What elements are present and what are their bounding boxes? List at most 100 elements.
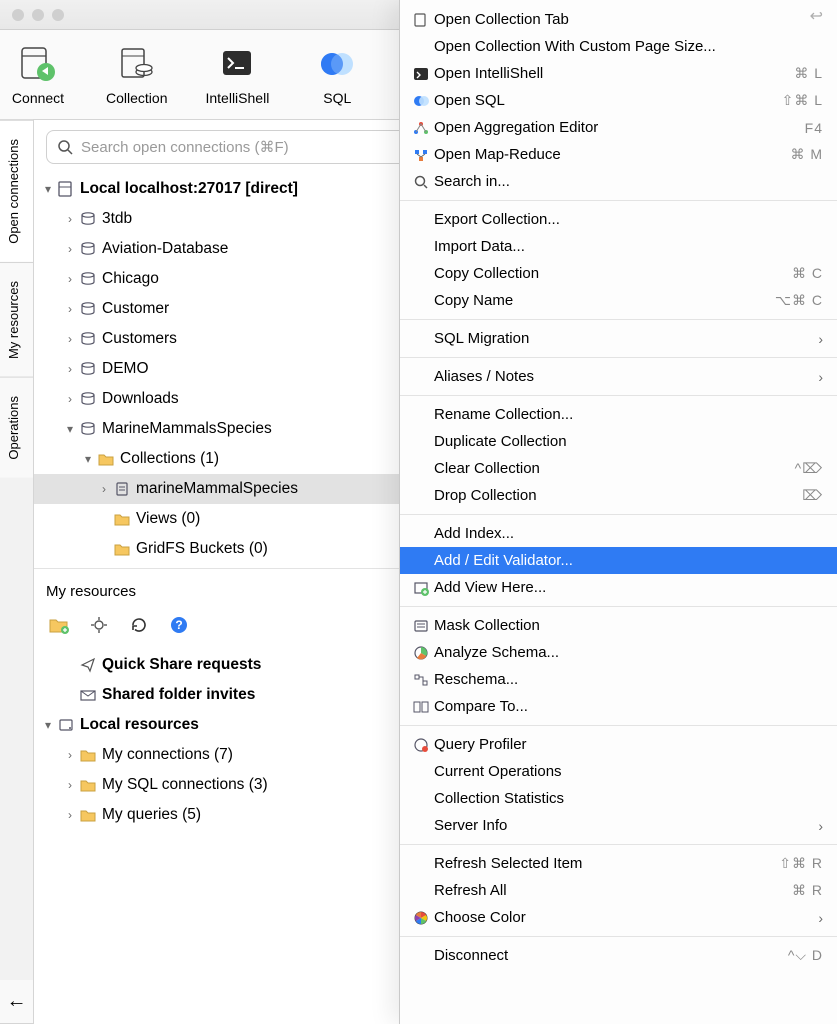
gridfs-label: GridFS Buckets (0) <box>136 540 268 558</box>
chevron-right-icon[interactable]: › <box>62 748 78 762</box>
collection-button[interactable]: Collection <box>106 44 167 106</box>
ctx-refresh-all[interactable]: Refresh All⌘ R <box>400 877 837 904</box>
ctx-disconnect[interactable]: Disconnect^⌵ D <box>400 942 837 969</box>
ctx-copy-collection[interactable]: Copy Collection⌘ C <box>400 260 837 287</box>
tree-db-label: Downloads <box>102 390 179 408</box>
ctx-add-index[interactable]: Add Index... <box>400 520 837 547</box>
intellishell-label: IntelliShell <box>205 90 269 106</box>
ctx-open-sql[interactable]: Open SQL⇧⌘ L <box>400 87 837 114</box>
chevron-down-icon[interactable]: ▾ <box>40 718 56 732</box>
ctx-open-collection-tab[interactable]: Open Collection Tab <box>400 6 837 33</box>
tab-operations[interactable]: Operations <box>0 377 33 478</box>
chevron-right-icon[interactable]: › <box>62 808 78 822</box>
menu-divider <box>400 200 837 201</box>
ctx-open-aggregation[interactable]: Open Aggregation EditorF4 <box>400 114 837 141</box>
intellishell-button[interactable]: IntelliShell <box>205 44 269 106</box>
context-menu: ↩ Open Collection Tab Open Collection Wi… <box>399 0 837 1024</box>
connect-button[interactable]: Connect <box>8 44 68 106</box>
menu-divider <box>400 936 837 937</box>
ctx-server-info[interactable]: Server Info› <box>400 812 837 839</box>
ctx-analyze[interactable]: Analyze Schema... <box>400 639 837 666</box>
chevron-right-icon[interactable]: › <box>62 272 78 286</box>
document-icon <box>112 481 132 497</box>
chevron-right-icon[interactable]: › <box>62 392 78 406</box>
document-icon <box>410 12 432 28</box>
chevron-right-icon[interactable]: › <box>96 482 112 496</box>
send-icon <box>78 657 98 673</box>
intellishell-icon <box>217 44 257 84</box>
chevron-down-icon[interactable]: ▾ <box>40 182 56 196</box>
menu-divider <box>400 395 837 396</box>
database-icon <box>78 301 98 317</box>
tree-db-label: Chicago <box>102 270 159 288</box>
database-icon <box>78 391 98 407</box>
terminal-icon <box>410 67 432 81</box>
ctx-mask[interactable]: Mask Collection <box>400 612 837 639</box>
chevron-right-icon[interactable]: › <box>62 778 78 792</box>
ctx-drop[interactable]: Drop Collection⌦ <box>400 482 837 509</box>
chevron-right-icon: › <box>818 910 823 926</box>
ctx-open-mapreduce[interactable]: Open Map-Reduce⌘ M <box>400 141 837 168</box>
ctx-reschema[interactable]: Reschema... <box>400 666 837 693</box>
ctx-copy-name[interactable]: Copy Name⌥⌘ C <box>400 287 837 314</box>
close-traffic-light[interactable] <box>12 9 24 21</box>
refresh-icon[interactable] <box>128 614 150 636</box>
ctx-open-custom-page[interactable]: Open Collection With Custom Page Size... <box>400 33 837 60</box>
collapse-panel-button[interactable]: ← <box>0 980 33 1024</box>
ctx-choose-color[interactable]: Choose Color› <box>400 904 837 931</box>
database-icon <box>78 211 98 227</box>
chevron-right-icon[interactable]: › <box>62 362 78 376</box>
ctx-compare[interactable]: Compare To... <box>400 693 837 720</box>
tab-my-resources[interactable]: My resources <box>0 262 33 377</box>
left-tab-strip: Open connections My resources Operations… <box>0 120 34 1024</box>
chevron-right-icon[interactable]: › <box>62 332 78 346</box>
ctx-aliases[interactable]: Aliases / Notes› <box>400 363 837 390</box>
profiler-icon <box>410 737 432 753</box>
ctx-query-profiler[interactable]: Query Profiler <box>400 731 837 758</box>
ctx-open-intellishell[interactable]: Open IntelliShell⌘ L <box>400 60 837 87</box>
svg-text:?: ? <box>175 618 182 632</box>
ctx-add-view[interactable]: Add View Here... <box>400 574 837 601</box>
ctx-clear[interactable]: Clear Collection^⌦ <box>400 455 837 482</box>
my-connections-label: My connections (7) <box>102 746 233 764</box>
ctx-add-validator[interactable]: Add / Edit Validator... <box>400 547 837 574</box>
compare-icon <box>410 700 432 714</box>
sql-icon <box>410 95 432 107</box>
tab-open-connections[interactable]: Open connections <box>0 120 33 262</box>
tree-db-label: Customer <box>102 300 169 318</box>
tree-root-label: Local localhost:27017 [direct] <box>80 180 298 198</box>
menu-divider <box>400 725 837 726</box>
ctx-export[interactable]: Export Collection... <box>400 206 837 233</box>
chevron-right-icon: › <box>818 818 823 834</box>
chevron-down-icon[interactable]: ▾ <box>80 452 96 466</box>
chevron-right-icon[interactable]: › <box>62 302 78 316</box>
sql-button[interactable]: SQL <box>307 44 367 106</box>
database-icon <box>78 361 98 377</box>
connect-icon <box>18 44 58 84</box>
chevron-right-icon[interactable]: › <box>62 242 78 256</box>
mask-icon <box>410 619 432 633</box>
gear-icon[interactable] <box>88 614 110 636</box>
add-folder-icon[interactable] <box>48 614 70 636</box>
chevron-down-icon[interactable]: ▾ <box>62 422 78 436</box>
folder-icon <box>78 808 98 822</box>
chevron-right-icon: › <box>818 369 823 385</box>
chevron-right-icon: › <box>818 331 823 347</box>
chevron-right-icon[interactable]: › <box>62 212 78 226</box>
server-icon <box>56 180 76 198</box>
menu-divider <box>400 606 837 607</box>
ctx-search-in[interactable]: Search in... <box>400 168 837 195</box>
ctx-duplicate[interactable]: Duplicate Collection <box>400 428 837 455</box>
minimize-traffic-light[interactable] <box>32 9 44 21</box>
help-icon[interactable]: ? <box>168 614 190 636</box>
zoom-traffic-light[interactable] <box>52 9 64 21</box>
ctx-import[interactable]: Import Data... <box>400 233 837 260</box>
ctx-sql-migration[interactable]: SQL Migration› <box>400 325 837 352</box>
ctx-rename[interactable]: Rename Collection... <box>400 401 837 428</box>
ctx-refresh-selected[interactable]: Refresh Selected Item⇧⌘ R <box>400 850 837 877</box>
ctx-collection-stats[interactable]: Collection Statistics <box>400 785 837 812</box>
folder-icon <box>78 778 98 792</box>
ctx-current-ops[interactable]: Current Operations <box>400 758 837 785</box>
database-icon <box>78 421 98 437</box>
search-icon <box>410 174 432 190</box>
